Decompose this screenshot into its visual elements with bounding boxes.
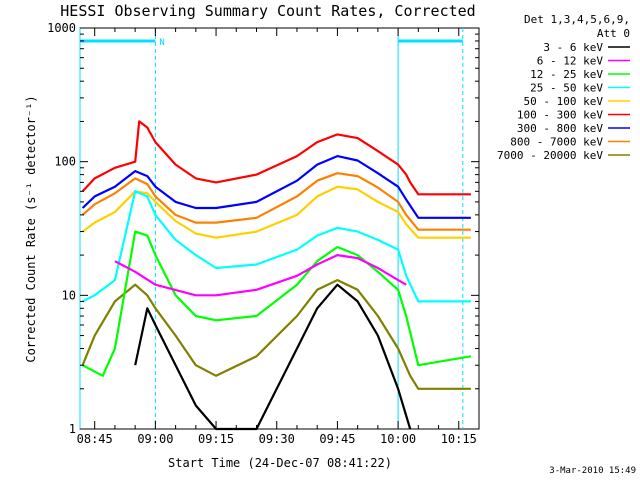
legend-header-line2: Att 0	[597, 27, 630, 40]
plot-frame	[79, 27, 480, 430]
x-tick-label: 10:15	[441, 432, 477, 446]
legend-label: 25 - 50 keV	[530, 82, 603, 95]
x-tick-label: 09:45	[319, 432, 355, 446]
series-layer	[81, 120, 472, 431]
series-line	[134, 283, 412, 431]
y-axis-label: Corrected Count Rate (s⁻¹ detector⁻¹)	[24, 95, 38, 362]
series-line	[81, 120, 471, 196]
series-line	[81, 155, 471, 219]
y-tick-label: 1	[69, 422, 76, 436]
series-line	[81, 172, 471, 231]
legend-label: 12 - 25 keV	[530, 68, 603, 81]
legend-label: 7000 - 20000 keV	[497, 149, 603, 162]
axes-layer: 1 10 100 1000 08:45 09:00 09:15 09:30 09:45 10:00…	[47, 21, 480, 446]
marker-layer: N	[79, 28, 464, 429]
plot-timestamp: 3-Mar-2010 15:49	[549, 466, 636, 476]
chart-title: HESSI Observing Summary Count Rates, Cor…	[60, 2, 475, 20]
legend-label: 300 - 800 keV	[517, 122, 603, 135]
y-tick-label: 100	[54, 155, 76, 169]
x-tick-label: 09:15	[198, 432, 234, 446]
x-tick-label: 10:00	[380, 432, 416, 446]
y-tick-label: 10	[62, 288, 76, 302]
x-axis-label: Start Time (24-Dec-07 08:41:22)	[168, 456, 392, 470]
legend-label: 6 - 12 keV	[537, 55, 604, 68]
series-line	[82, 190, 471, 303]
legend-header-line1: Det 1,3,4,5,6,9,	[524, 13, 630, 26]
x-tick-label: 09:30	[259, 432, 295, 446]
legend-label: 50 - 100 keV	[524, 95, 604, 108]
marker-bar-label: N	[159, 38, 164, 48]
y-tick-label: 1000	[47, 21, 76, 35]
legend-label: 3 - 6 keV	[543, 41, 603, 54]
x-tick-label: 08:45	[77, 432, 113, 446]
legend-label: 800 - 7000 keV	[510, 136, 603, 149]
series-line	[114, 254, 407, 297]
series-line	[82, 230, 472, 377]
x-tick-label: 09:00	[137, 432, 173, 446]
legend-label: 100 - 300 keV	[517, 109, 603, 122]
series-line	[81, 279, 471, 390]
